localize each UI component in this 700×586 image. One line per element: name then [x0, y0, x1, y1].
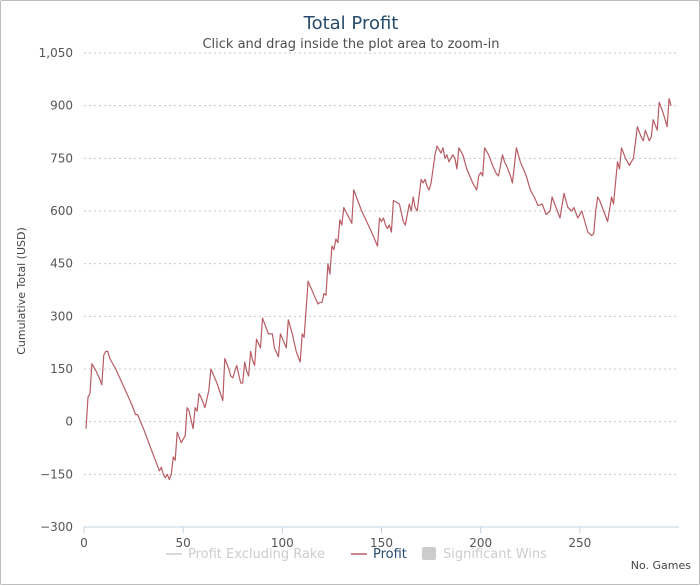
x-tick-label: 250 [568, 536, 591, 550]
grid-lines [84, 52, 679, 528]
x-axis-title: No. Games [631, 559, 692, 572]
legend-box-swatch [422, 547, 436, 560]
y-tick-label: −150 [40, 467, 73, 481]
legend-item-profit[interactable]: Profit [351, 547, 407, 562]
y-axis-ticks: −300 −150 0 150 300 450 600 750 900 1,050 [39, 46, 73, 534]
legend-label: Significant Wins [443, 547, 547, 562]
y-tick-label: 150 [50, 362, 73, 376]
legend-item-significant-wins[interactable]: Significant Wins [422, 547, 547, 562]
legend-item-profit-excluding-rake[interactable]: Profit Excluding Rake [166, 547, 325, 562]
y-tick-label: 300 [50, 309, 73, 323]
chart-subtitle: Click and drag inside the plot area to z… [202, 37, 499, 52]
series-layer[interactable] [85, 98, 672, 481]
chart-title: Total Profit [303, 13, 399, 34]
legend-label: Profit Excluding Rake [188, 547, 325, 562]
x-tick-label: 50 [176, 536, 191, 550]
y-axis-title: Cumulative Total (USD) [15, 227, 28, 355]
y-tick-label: 1,050 [39, 46, 73, 60]
x-tick-label: 0 [80, 536, 88, 550]
y-tick-label: 750 [50, 151, 73, 165]
legend-label: Profit [373, 547, 407, 562]
x-tick-label: 100 [271, 536, 294, 550]
y-tick-label: −300 [40, 520, 73, 534]
y-tick-label: 900 [50, 99, 73, 113]
series-line-profit[interactable] [85, 98, 672, 481]
y-tick-label: 0 [65, 415, 73, 429]
y-tick-label: 600 [50, 204, 73, 218]
x-tick-label: 200 [469, 536, 492, 550]
x-axis: 0 50 100 150 200 250 [80, 526, 679, 550]
legend: Profit Excluding Rake Profit Significant W… [166, 547, 547, 562]
x-tick-label: 150 [370, 536, 393, 550]
y-tick-label: 450 [50, 257, 73, 271]
